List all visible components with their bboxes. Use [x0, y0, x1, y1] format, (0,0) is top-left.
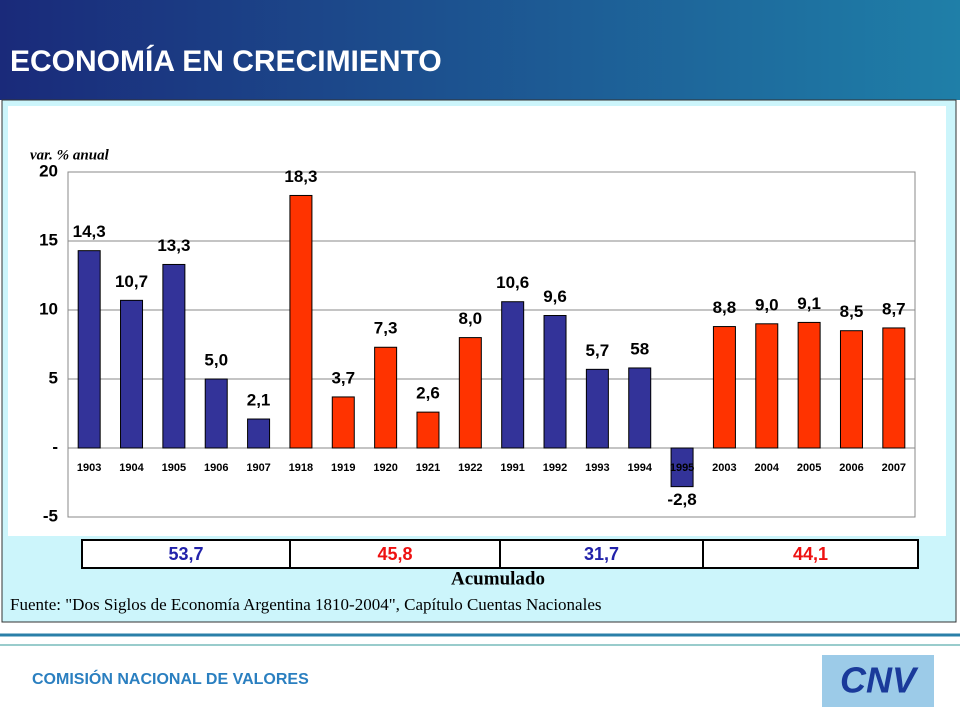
bar — [247, 418, 271, 449]
bar — [204, 378, 228, 449]
bar — [797, 321, 821, 449]
x-tick-label: 1920 — [373, 462, 397, 474]
value-label: -2,8 — [667, 490, 696, 509]
x-tick-label: 2003 — [712, 462, 736, 474]
y-tick-label: 5 — [49, 368, 58, 387]
summary-label: Acumulado — [451, 568, 545, 589]
bar — [585, 368, 609, 449]
value-label: 7,3 — [374, 319, 398, 338]
x-tick-label: 1993 — [585, 462, 609, 474]
x-tick-label: 1906 — [204, 462, 228, 474]
value-label: 5,0 — [204, 350, 228, 369]
value-label: 10,7 — [115, 272, 148, 291]
value-label: 9,1 — [797, 294, 821, 313]
bar — [120, 299, 144, 449]
summary-cell — [499, 539, 704, 569]
value-label: 2,1 — [247, 391, 271, 410]
x-tick-label: 1903 — [77, 462, 101, 474]
bar — [882, 327, 906, 449]
x-tick-label: 1922 — [458, 462, 482, 474]
value-label: 8,0 — [459, 309, 483, 328]
x-tick-label: 1904 — [119, 462, 144, 474]
value-label: 5,7 — [586, 341, 610, 360]
x-tick-label: 1994 — [627, 462, 652, 474]
bar — [289, 194, 313, 449]
bar — [501, 301, 525, 449]
x-tick-label: 1907 — [246, 462, 270, 474]
value-label: 8,7 — [882, 299, 906, 318]
y-tick-label: -5 — [43, 506, 58, 525]
x-tick-label: 1918 — [289, 462, 313, 474]
header-bar — [0, 0, 960, 100]
x-tick-label: 2007 — [882, 462, 906, 474]
x-tick-label: 2005 — [797, 462, 821, 474]
bar — [543, 315, 567, 449]
summary-cell — [702, 539, 919, 569]
bar — [458, 337, 482, 449]
value-label: 58 — [630, 339, 649, 358]
summary-cell — [81, 539, 291, 569]
value-label: 14,3 — [73, 222, 106, 241]
y-tick-label: 20 — [39, 161, 58, 180]
summary-value: 45,8 — [377, 544, 412, 564]
bar — [374, 346, 398, 449]
value-label: 2,6 — [416, 384, 440, 403]
summary-value: 44,1 — [793, 544, 828, 564]
plot-area — [67, 171, 916, 518]
x-tick-label: 1921 — [416, 462, 440, 474]
value-label: 13,3 — [157, 236, 190, 255]
x-tick-label: 1992 — [543, 462, 567, 474]
x-tick-label: 1905 — [162, 462, 186, 474]
value-label: 18,3 — [284, 167, 317, 186]
value-label: 8,8 — [713, 298, 737, 317]
bar — [162, 263, 186, 449]
footer-org: COMISIÓN NACIONAL DE VALORES — [32, 669, 309, 688]
bar — [416, 411, 440, 449]
x-tick-label: 1995 — [670, 462, 694, 474]
bar — [670, 447, 694, 488]
value-label: 9,6 — [543, 287, 567, 306]
x-tick-label: 2006 — [839, 462, 863, 474]
bar — [331, 396, 355, 449]
summary-cell — [289, 539, 501, 569]
bar — [77, 250, 101, 449]
bar — [628, 367, 652, 449]
summary-value: 31,7 — [584, 544, 619, 564]
source: Fuente: "Dos Siglos de Economía Argentin… — [10, 595, 601, 614]
y-axis-label: var. % anual — [30, 147, 110, 163]
x-tick-label: 1991 — [500, 462, 524, 474]
value-label: 3,7 — [331, 368, 355, 387]
summary-value: 53,7 — [168, 544, 203, 564]
bar — [712, 326, 736, 449]
value-label: 9,0 — [755, 295, 779, 314]
bar — [755, 323, 779, 449]
logo-box — [822, 655, 934, 707]
y-tick-label: 15 — [39, 230, 58, 249]
value-label: 10,6 — [496, 273, 529, 292]
value-label: 8,5 — [840, 302, 864, 321]
x-tick-label: 1919 — [331, 462, 355, 474]
x-tick-label: 2004 — [755, 462, 780, 474]
logo: CNV — [840, 660, 919, 701]
y-tick-label: - — [52, 437, 58, 456]
bar — [839, 330, 863, 449]
y-tick-label: 10 — [39, 299, 58, 318]
slide-title: ECONOMÍA EN CRECIMIENTO — [10, 44, 442, 78]
